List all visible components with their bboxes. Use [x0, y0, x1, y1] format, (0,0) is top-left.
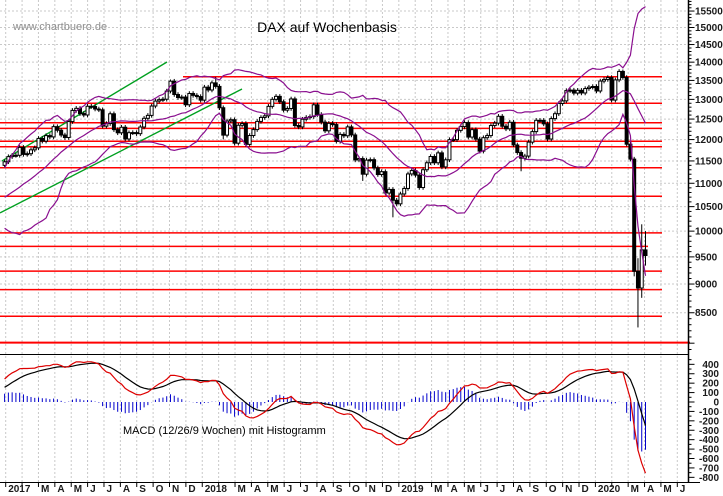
macd-histogram	[4, 386, 646, 452]
price-tick-label: 10000	[695, 227, 723, 238]
price-tick-label: 14000	[695, 58, 723, 69]
time-tick-label: M	[41, 484, 49, 495]
time-tick-label: S	[139, 484, 146, 495]
time-tick-label: J	[90, 484, 96, 495]
macd-tick-label: -500	[699, 445, 719, 456]
bollinger-band-line	[4, 6, 646, 169]
macd-tick-label: -700	[699, 463, 719, 474]
time-tick-label: A	[57, 484, 64, 495]
price-tick-label: 13000	[695, 95, 723, 106]
time-tick-label: S	[532, 484, 539, 495]
time-tick-label: N	[369, 484, 376, 495]
macd-tick-label: 100	[702, 388, 719, 399]
price-tick-label: 13500	[695, 76, 723, 87]
time-tick-label: J	[680, 484, 686, 495]
time-tick-label: N	[172, 484, 179, 495]
macd-tick-label: -600	[699, 454, 719, 465]
bollinger-bands	[4, 6, 647, 276]
time-tick-label: J	[483, 484, 489, 495]
macd-tick-label: 400	[702, 360, 719, 371]
time-tick-label: O	[156, 484, 164, 495]
time-axis: 2017 M A M J J A S O N D 2018 M A M J J A S O N D 2019 M A M J J A S O…	[5, 482, 686, 495]
price-tick-label: 11000	[695, 179, 723, 190]
time-tick-label: 2018	[205, 484, 228, 495]
macd-tick-label: -400	[699, 435, 719, 446]
time-tick-label: M	[631, 484, 639, 495]
candlesticks	[2, 69, 648, 328]
trendline	[1, 61, 168, 162]
price-tick-label: 11500	[695, 156, 723, 167]
time-tick-label: S	[336, 484, 343, 495]
time-tick-label: D	[385, 484, 392, 495]
grid	[0, 0, 688, 482]
time-tick-label: O	[352, 484, 360, 495]
macd-tick-label: -300	[699, 426, 719, 437]
macd-tick-label: 300	[702, 369, 719, 380]
macd-tick-label: 0	[713, 398, 719, 409]
macd-tick-label: -100	[699, 407, 719, 418]
price-tick-label: 15500	[695, 7, 723, 18]
time-tick-label: A	[319, 484, 326, 495]
macd-axis: 4003002001000-100-200-300-400-500-600-70…	[688, 359, 719, 484]
time-tick-label: J	[303, 484, 309, 495]
trendlines	[0, 61, 243, 214]
time-tick-label: M	[74, 484, 82, 495]
time-tick-label: N	[565, 484, 572, 495]
price-tick-label: 12000	[695, 135, 723, 146]
macd-indicator-label: MACD (12/26/9 Wochen) mit Histogramm	[123, 425, 326, 437]
time-tick-label: M	[663, 484, 671, 495]
macd-tick-label: 200	[702, 379, 719, 390]
time-tick-label: D	[188, 484, 195, 495]
trendline	[0, 88, 243, 214]
price-axis: 15500 15000 14500 14000 13500 13000 12500 12000…	[688, 0, 723, 351]
price-tick-label: 12500	[695, 115, 723, 126]
time-tick-label: J	[500, 484, 506, 495]
time-tick-label: M	[238, 484, 246, 495]
support-resistance-lines	[0, 75, 690, 344]
time-tick-label: D	[582, 484, 589, 495]
price-tick-label: 9500	[695, 252, 718, 263]
bollinger-band-line	[4, 112, 647, 276]
time-tick-label: A	[647, 484, 654, 495]
price-tick-label: 14500	[695, 40, 723, 51]
macd-tick-label: -800	[699, 473, 719, 484]
time-tick-label: 2019	[401, 484, 424, 495]
time-tick-label: J	[106, 484, 112, 495]
time-tick-label: A	[450, 484, 457, 495]
time-tick-label: M	[434, 484, 442, 495]
time-tick-label: A	[254, 484, 261, 495]
macd-line	[4, 361, 647, 474]
watermark: www.chartbuero.de	[13, 21, 108, 33]
time-tick-label: 2020	[598, 484, 621, 495]
time-tick-label: J	[287, 484, 293, 495]
bollinger-band-line	[4, 89, 647, 198]
time-tick-label: M	[467, 484, 475, 495]
price-tick-label: 15000	[695, 23, 723, 34]
page-title: DAX auf Wochenbasis	[257, 19, 397, 35]
time-tick-label: A	[123, 484, 130, 495]
time-tick-label: O	[549, 484, 557, 495]
time-tick-label: 2017	[8, 484, 31, 495]
time-tick-label: A	[516, 484, 523, 495]
time-tick-label: M	[270, 484, 278, 495]
price-tick-label: 9000	[695, 280, 718, 291]
price-tick-label: 10500	[695, 202, 723, 213]
price-tick-label: 8500	[695, 308, 718, 319]
macd-tick-label: -200	[699, 416, 719, 427]
